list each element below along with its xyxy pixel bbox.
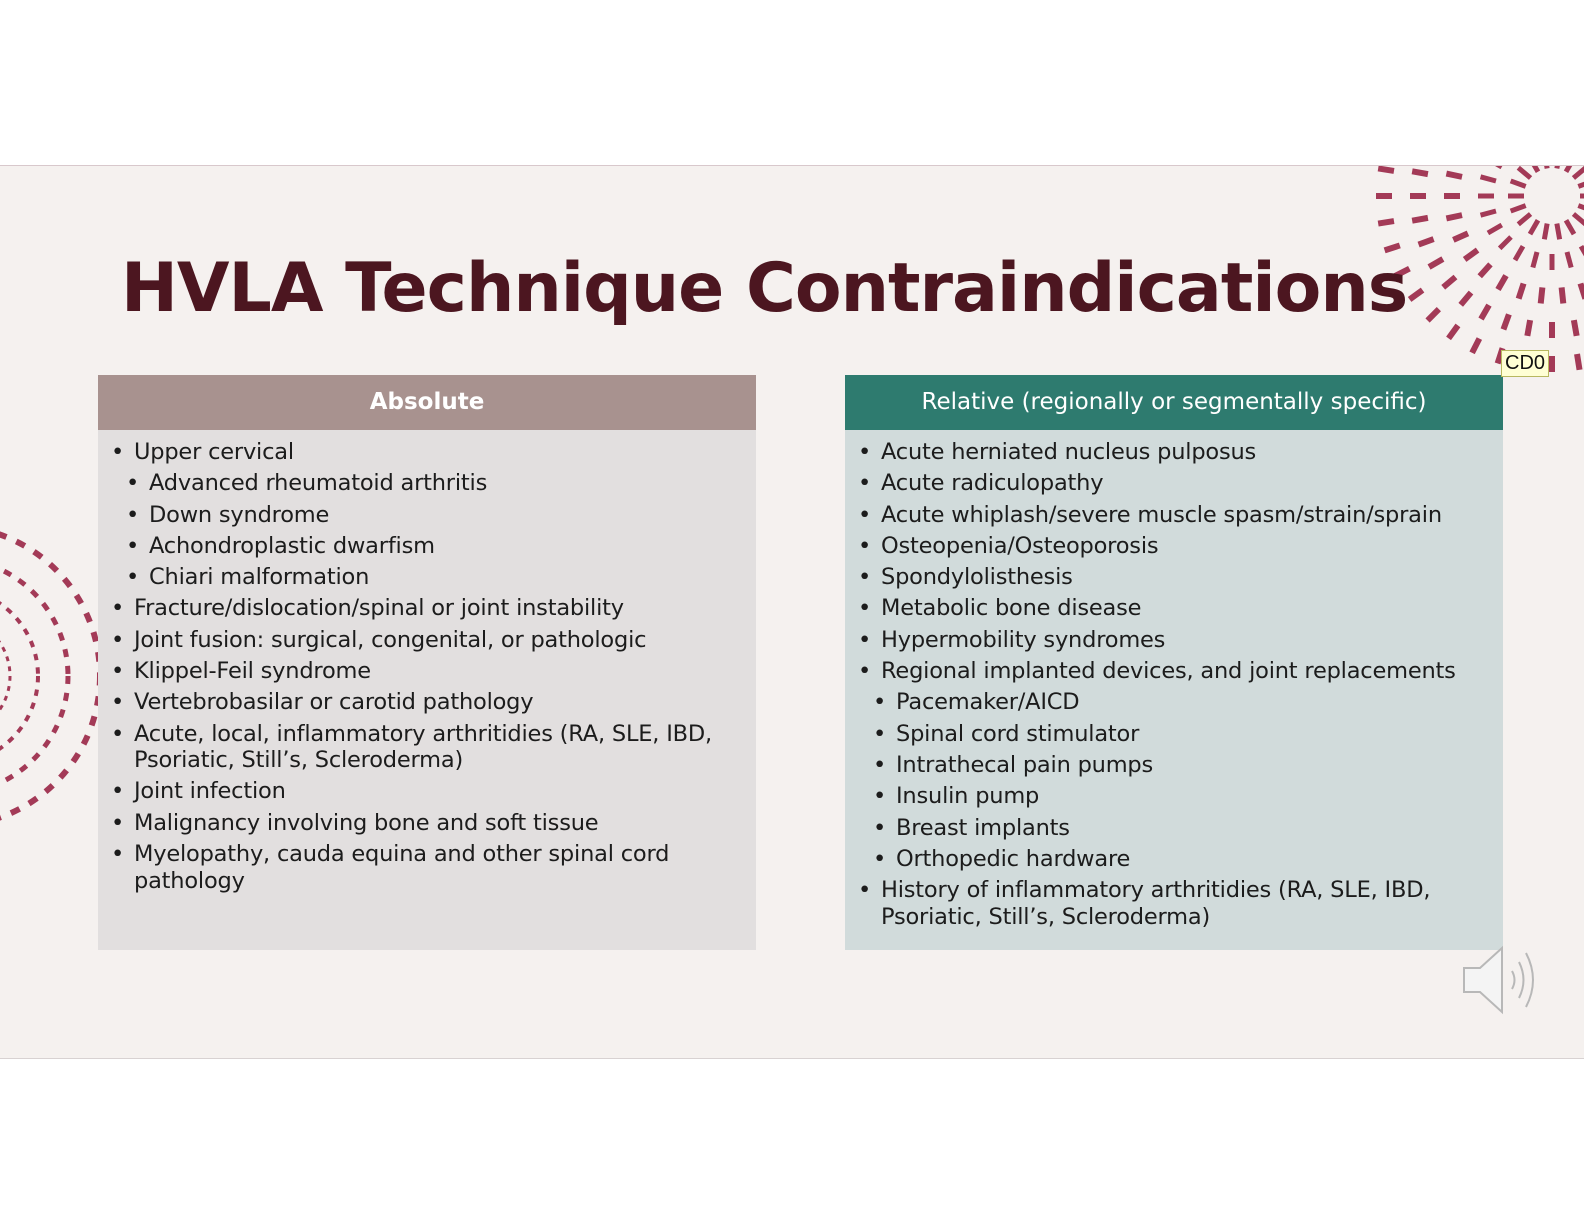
dotted-ring [0,640,12,712]
list-item: Pacemaker/AICD [870,689,1497,716]
burst-stroke [1577,203,1584,211]
list-item: Fracture/dislocation/spinal or joint ins… [108,595,750,622]
list-item: Insulin pump [870,783,1497,810]
burst-stroke [1509,178,1527,189]
list-item: Vertebrobasilar or carotid pathology [108,689,750,716]
burst-stroke [1524,319,1534,337]
burst-stroke [1479,174,1497,184]
burst-stroke [1417,236,1435,248]
burst-stroke [1427,256,1445,270]
burst-stroke [1541,223,1550,240]
list-item: Achondroplastic dwarfism [123,533,750,560]
burst-stroke [1571,166,1584,180]
burst-stroke [1578,244,1584,257]
list-item: Acute, local, inflammatory arthritidies … [108,721,750,774]
slide-title: HVLA Technique Contraindications [121,249,1408,328]
burst-stroke [1554,166,1560,169]
burst-stroke [1512,244,1526,262]
burst-stroke [1478,303,1492,321]
list-item: Breast implants [870,815,1497,842]
burst-stroke [1574,353,1583,371]
burst-stroke [1537,287,1546,304]
list-item: Acute radiculopathy [855,470,1497,497]
burst-stroke [1495,166,1503,170]
list-item: Spondylolisthesis [855,564,1497,591]
burst-stroke [1458,290,1474,307]
burst-stroke [1554,223,1563,240]
burst-stroke [1425,307,1441,323]
burst-stroke [1577,282,1584,300]
burst-stroke [1469,337,1483,355]
relative-list: Acute herniated nucleus pulposus Acute ra… [845,430,1503,930]
list-item: Regional implanted devices, and joint re… [855,658,1497,685]
list-item: Malignancy involving bone and soft tissu… [108,810,750,837]
burst-stroke [1495,274,1509,292]
comment-tag[interactable]: CD0 [1501,350,1550,377]
burst-stroke [1441,274,1458,290]
absolute-list: Upper cervical Advanced rheumatoid arthri… [98,430,756,894]
list-item: Joint fusion: surgical, congenital, or p… [108,627,750,654]
list-item: Acute herniated nucleus pulposus [855,439,1497,466]
list-item: Chiari malformation [123,564,750,591]
absolute-header: Absolute [98,375,756,430]
list-item: Osteopenia/Osteoporosis [855,533,1497,560]
burst-stroke [1516,166,1533,180]
list-item: Intrathecal pain pumps [870,752,1497,779]
list-item: Myelopathy, cauda equina and other spina… [108,841,750,894]
burst-stroke [1500,313,1512,331]
burst-stroke [1558,287,1567,304]
list-item: Acute whiplash/severe muscle spasm/strai… [855,502,1497,529]
list-item: Hypermobility syndromes [855,627,1497,654]
list-item: Klippel-Feil syndrome [108,658,750,685]
absolute-column: Absolute Upper cervical Advanced rheumato… [98,375,756,950]
burst-stroke [1515,282,1527,300]
list-item: Joint infection [108,778,750,805]
relative-column: Relative (regionally or segmentally spec… [845,375,1503,950]
burst-stroke [1530,251,1540,269]
burst-stroke [1377,166,1395,174]
relative-header: Relative (regionally or segmentally spec… [845,375,1503,430]
burst-stroke [1516,212,1533,227]
list-item: Metabolic bone disease [855,595,1497,622]
burst-stroke [1445,170,1463,180]
burst-stroke [1544,166,1550,169]
burst-stroke [1452,230,1470,243]
list-item: Down syndrome [123,502,750,529]
speaker-icon[interactable] [1462,944,1542,1016]
burst-stroke [1571,212,1584,227]
burst-stroke [1477,262,1493,279]
burst-stroke [1577,181,1584,189]
list-item: Advanced rheumatoid arthritis [123,470,750,497]
burst-stroke [1411,168,1429,178]
burst-stroke [1531,166,1541,174]
burst-stroke [1445,212,1463,222]
burst-stroke [1377,218,1395,227]
burst-stroke [1563,166,1573,174]
list-item: Spinal cord stimulator [870,721,1497,748]
burst-stroke [1570,319,1580,337]
burst-stroke [1393,265,1411,279]
dotted-ring [0,601,40,751]
list-item: Upper cervical [108,439,750,466]
burst-stroke [1509,203,1527,214]
burst-stroke [1383,242,1401,254]
dotted-ring [0,531,103,821]
list-item: History of inflammatory arthritidies (RA… [855,877,1497,930]
slide: HVLA Technique Contraindications Absolut… [0,165,1584,1059]
burst-stroke [1479,208,1497,218]
burst-stroke [1564,251,1574,269]
burst-stroke [1486,222,1504,236]
burst-stroke [1527,218,1541,236]
burst-stroke [1407,287,1425,302]
list-item: Orthopedic hardware [870,846,1497,873]
burst-stroke [1497,235,1513,251]
burst-stroke [1411,214,1429,224]
burst-stroke [1462,247,1480,262]
dotted-ring [0,566,71,786]
burst-stroke [1446,323,1461,341]
burst-stroke [1563,218,1577,236]
